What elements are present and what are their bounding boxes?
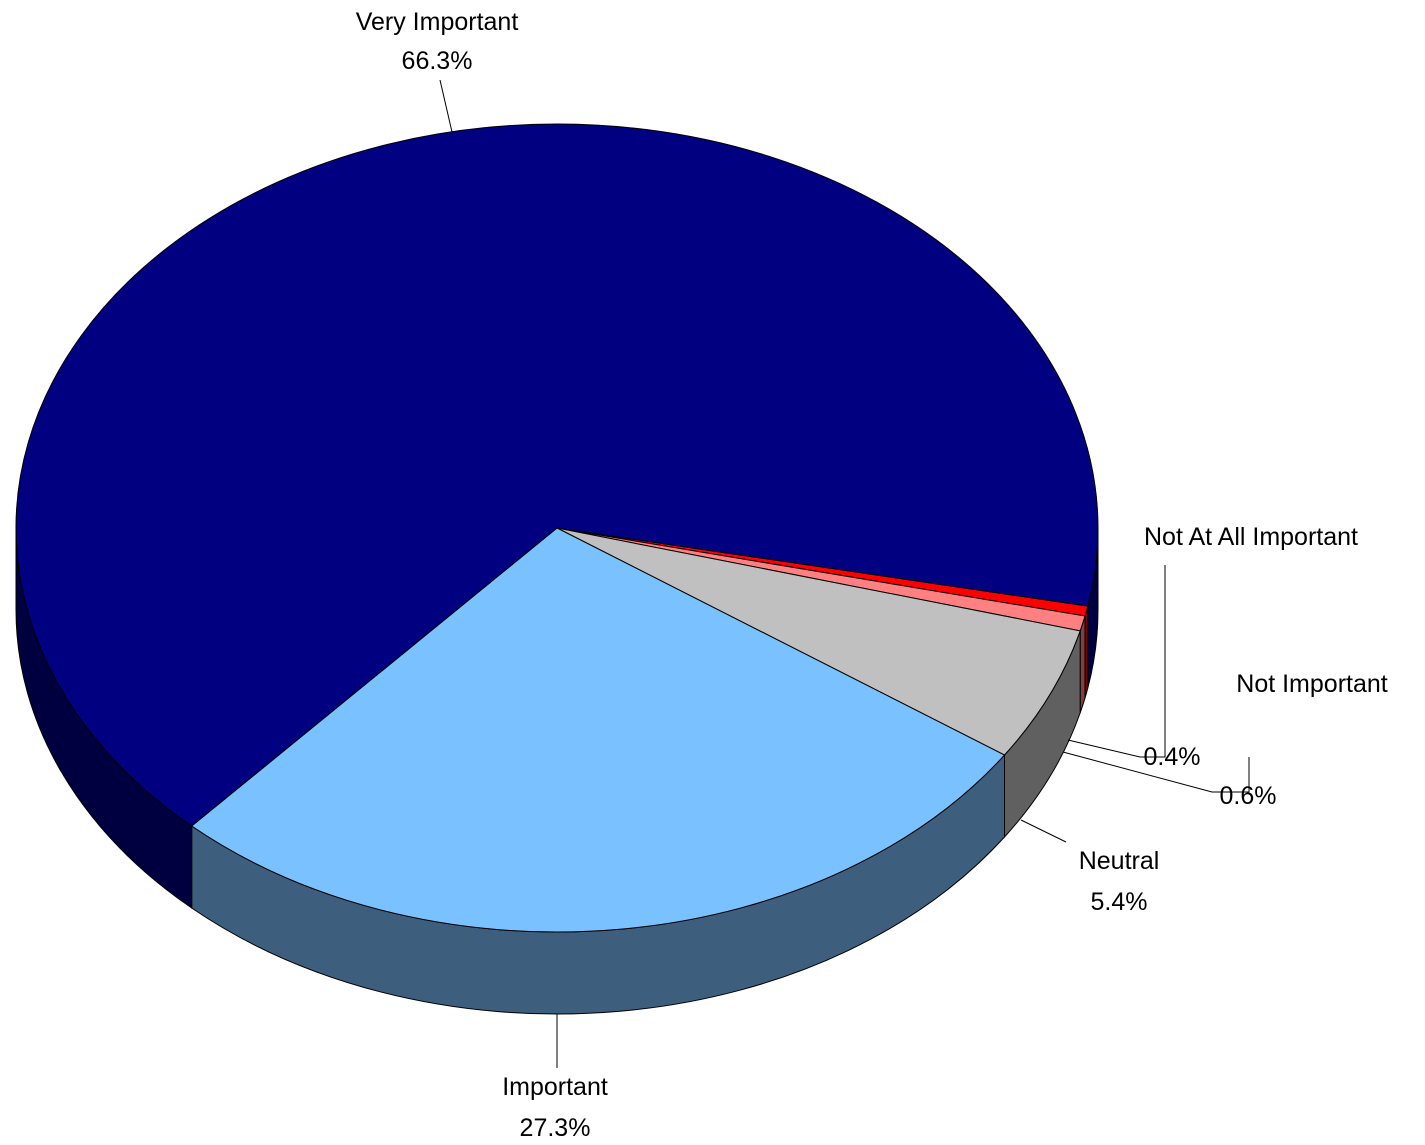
value-label-not-at-all-important: 0.4% (1144, 743, 1201, 771)
pie-side-not-important (1079, 615, 1086, 714)
data-labels: Not At All Important 0.4% Not Important 0.6… (356, 8, 1388, 1142)
label-not-at-all-important: Not At All Important (1144, 523, 1358, 551)
leader-lines (439, 79, 1250, 1068)
label-not-important: Not Important (1236, 670, 1388, 698)
pie-sides (15, 527, 1099, 1015)
value-label-not-important: 0.6% (1220, 782, 1277, 810)
pie-slice-very-important (15, 123, 1099, 827)
label-neutral: Neutral (1079, 847, 1160, 875)
label-very-important: Very Important (356, 8, 519, 36)
leader-line-not-at-all-important (1067, 565, 1166, 758)
value-label-important: 27.3% (520, 1114, 591, 1140)
leader-line-neutral (1020, 819, 1067, 843)
pie-slice-important (190, 527, 1006, 933)
pie-slices (15, 123, 1099, 933)
label-important: Important (502, 1073, 608, 1101)
value-label-very-important: 66.3% (402, 47, 473, 75)
leader-line-very-important (439, 79, 453, 133)
pie-slice-neutral (556, 527, 1081, 756)
leader-line-not-important (1062, 751, 1250, 793)
value-label-neutral: 5.4% (1091, 888, 1148, 916)
